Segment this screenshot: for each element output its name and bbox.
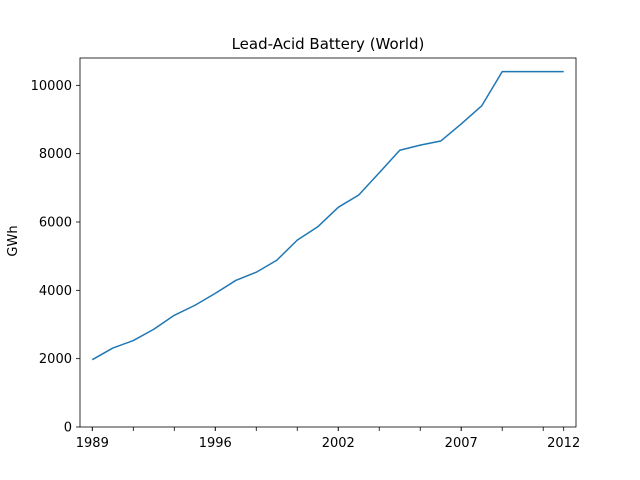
plot-frame: [79, 57, 577, 428]
x-tick-label: 1989: [76, 436, 109, 451]
chart-title: Lead-Acid Battery (World): [232, 35, 425, 53]
plot-area: 1989 1996 2002 2007 2012 0 2000 4000 6000 8000 100…: [31, 57, 580, 451]
x-tick-label: 2002: [322, 436, 355, 451]
y-tick-label: 4000: [39, 284, 72, 299]
x-tick-label: 2012: [547, 436, 580, 451]
y-tick-label: 2000: [39, 352, 72, 367]
x-tick-label: 1996: [199, 436, 232, 451]
y-tick-label: 6000: [39, 216, 72, 231]
series-line-0: [91, 70, 564, 361]
y-tick-label: 8000: [39, 147, 72, 162]
y-axis-label: GWh: [6, 225, 21, 256]
y-tick-label: 0: [64, 421, 72, 436]
x-tick-label: 2007: [445, 436, 478, 451]
y-tick-label: 10000: [31, 79, 72, 94]
